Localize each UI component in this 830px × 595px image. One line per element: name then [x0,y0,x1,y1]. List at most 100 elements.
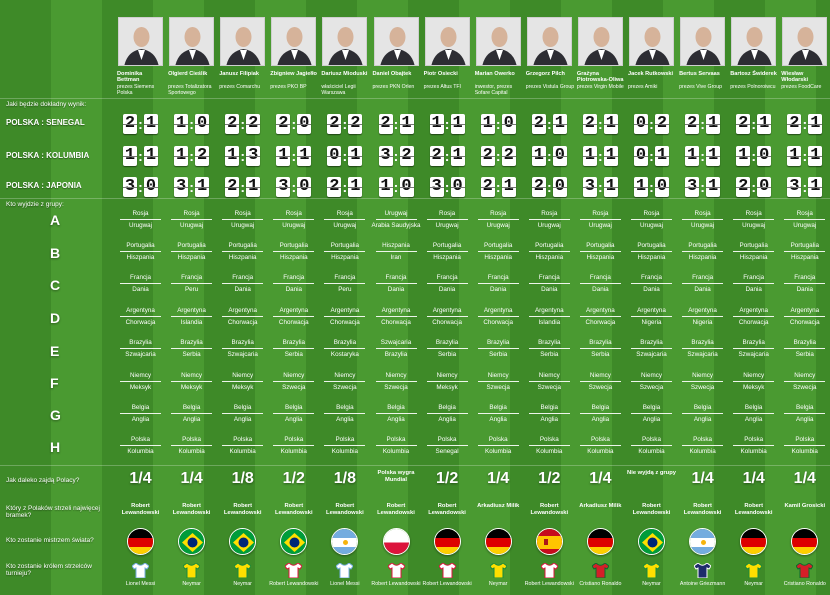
divider [426,219,468,220]
score-digit: 3 [123,177,137,197]
group-winner: Belgia [642,404,661,411]
divider [426,445,468,446]
advance-prediction: 1/2 [282,470,305,487]
score-digit: 2 [123,114,137,134]
jersey-icon [132,563,149,578]
group-winner: Polska [233,436,253,443]
group-runner-up: Hiszpania [688,254,717,261]
group-winner: Brazylia [691,339,714,346]
score-digit: 1 [144,114,158,134]
group-winner: Belgia [182,404,201,411]
group-runner-up: Hiszpania [433,254,461,261]
divider [171,381,213,382]
score-colon: : [751,116,757,132]
score-prediction: 1:1 [422,113,473,135]
group-runner-up: Meksyk [129,384,152,391]
score-prediction: 2:2 [319,113,370,135]
group-winner: Niemcy [743,372,765,379]
score-digit: 1 [706,114,721,134]
score-colon: : [444,179,450,195]
group-a-label: A [50,212,61,228]
score-digit: 3 [246,146,261,166]
expert-column: Grażyna Piotrowska-Oliwa prezes Virgin Mo… [575,0,626,595]
divider [477,445,519,446]
score-digit: 2 [531,177,546,197]
group-winner: Brazylia [282,339,305,346]
divider [733,283,775,284]
group-winner: Portugalia [228,242,257,249]
score-colon: : [649,179,654,195]
divider [784,316,826,317]
divider [733,219,775,220]
advance-prediction: Nie wyjdą z grupy [627,470,676,476]
score-colon: : [342,116,348,132]
top-scorer-prediction: Antoine Griezmann [679,581,726,587]
score-digit: 3 [685,177,700,197]
group-runner-up: Kolumbia [382,448,410,455]
group-winner: Argentyna [279,307,309,314]
advance-prediction: 1/4 [180,470,203,487]
group-runner-up: Serbia [591,351,610,358]
group-winner: Portugalia [535,242,564,249]
top-scorer-prediction: Neymar [233,581,252,587]
score-prediction: 0:2 [626,113,677,135]
score-prediction: 1:0 [473,113,524,135]
divider [477,219,519,220]
group-f-label: F [50,375,59,391]
group-h-label: H [50,439,61,455]
group-winner: Rosja [694,210,711,217]
score-prediction: 3:1 [575,176,626,198]
score-prediction: 1:2 [166,145,217,167]
score-digit: 1 [531,146,546,166]
score-digit: 2 [378,114,393,134]
group-winner: Niemcy [436,372,458,379]
group-runner-up: Hiszpania [331,254,359,261]
group-winner: Niemcy [589,372,611,379]
divider [682,413,724,414]
divider [426,251,468,252]
group-runner-up: Chorwacja [278,319,309,326]
group-runner-up: Anglia [285,416,303,423]
score-colon: : [138,116,143,132]
score-digit: 0 [297,114,312,134]
score-colon: : [751,148,757,164]
group-runner-up: Chorwacja [227,319,258,326]
group-runner-up: Hiszpania [484,254,513,261]
top-polish-scorer: Robert Lewandowski [632,503,671,516]
group-winner: Polska [437,436,457,443]
group-winner: Rosja [183,210,200,217]
score-prediction: 3:0 [268,176,319,198]
expert-column: Jacek Rutkowski prezes Amiki 0:2 0:1 1:0 Rosj… [626,0,677,595]
group-runner-up: Anglia [693,416,712,423]
divider [273,251,315,252]
divider [579,283,621,284]
score-colon: : [189,116,194,132]
divider [528,445,570,446]
divider [324,316,366,317]
score-colon: : [393,116,399,132]
group-winner: Belgia [693,404,712,411]
score-digit: 1 [787,146,802,166]
group-runner-up: Urugwaj [282,222,306,229]
top-polish-scorer: Robert Lewandowski [172,503,211,516]
group-winner: Argentyna [228,307,258,314]
score-digit: 1 [634,177,648,197]
expert-role: prezes PKO BP [270,84,307,90]
divider [579,219,621,220]
group-winner: Hiszpania [382,242,410,249]
group-winner: Francja [589,274,611,281]
champion-flag-icon [433,528,461,555]
group-runner-up: Dania [592,286,609,293]
top-scorer-prediction: Neymar [642,581,661,587]
divider [477,251,519,252]
advance-prediction: 1/4 [691,470,714,487]
group-runner-up: Szwecja [537,384,562,391]
group-runner-up: Anglia [591,416,610,423]
expert-name: Wiesław Włodarski [781,71,809,84]
top-polish-scorer: Robert Lewandowski [428,503,466,516]
group-winner: Brazylia [435,339,459,346]
score-digit: 1 [450,114,465,134]
group-winner: Niemcy [385,372,407,379]
expert-column: Grzegorz Pilch prezes Vistula Group 2:1 1:0… [524,0,575,595]
group-runner-up: Nigeria [692,319,713,326]
